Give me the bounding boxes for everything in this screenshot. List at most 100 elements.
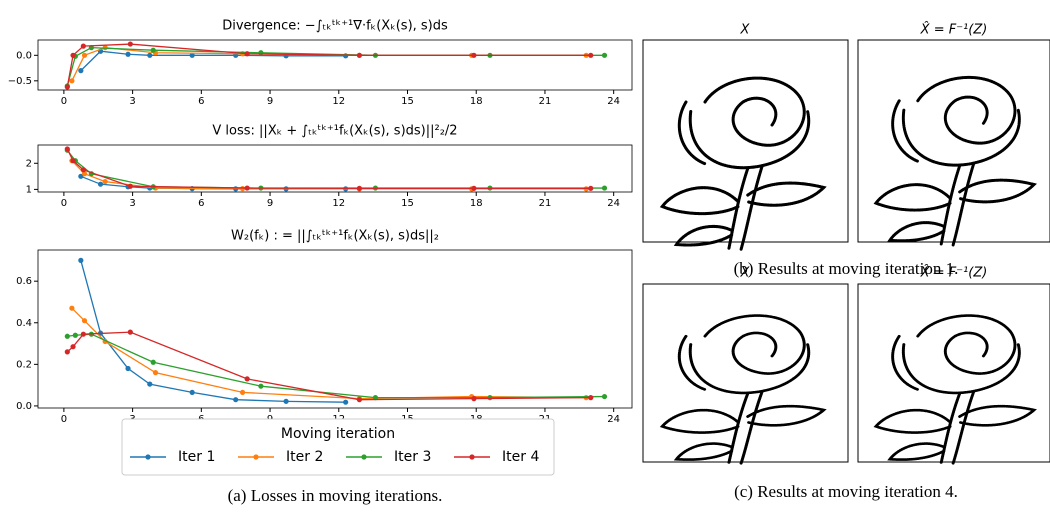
point <box>78 173 84 179</box>
point <box>64 333 70 339</box>
point <box>69 305 75 311</box>
point <box>81 318 88 324</box>
series-line <box>71 160 587 190</box>
panel-title: X <box>740 266 751 281</box>
image-frame <box>857 283 1050 463</box>
x-tick-label: 12 <box>332 96 345 107</box>
caption: (b) Results at moving iteration 1. <box>734 259 959 278</box>
point <box>343 399 349 405</box>
caption: (a) Losses in moving iterations. <box>228 486 443 505</box>
series-line <box>66 331 591 401</box>
legend-swatch <box>253 454 259 460</box>
point <box>72 332 78 338</box>
y-tick-label: 0.0 <box>16 50 32 61</box>
caption: (c) Results at moving iteration 4. <box>734 482 958 501</box>
point <box>588 52 594 58</box>
point <box>70 344 76 350</box>
x-tick-label: 15 <box>401 96 414 107</box>
x-tick-label: 0 <box>61 198 67 209</box>
x-tick-label: 9 <box>267 96 273 107</box>
series-line <box>66 46 605 87</box>
point <box>471 52 477 58</box>
point <box>64 349 70 355</box>
rose-image <box>874 314 1036 465</box>
x-tick-label: 9 <box>267 198 273 209</box>
x-tick-label: 6 <box>198 198 204 209</box>
point <box>80 167 86 173</box>
x-tick-label: 18 <box>470 198 483 209</box>
legend-box <box>121 418 555 476</box>
point <box>64 146 70 152</box>
point <box>244 185 250 191</box>
point <box>283 398 289 404</box>
x-tick-label: 18 <box>470 96 483 107</box>
chart-title: W₂(fₖ) : = ||∫ₜₖᵗᵏ⁺¹fₖ(Xₖ(s), s)ds||₂ <box>231 229 439 244</box>
point <box>471 185 477 191</box>
panel-title: X̂ = F⁻¹(Z) <box>920 265 988 280</box>
point <box>356 52 362 58</box>
point <box>150 359 156 365</box>
point <box>356 185 362 191</box>
legend: Moving iteration Iter 1 Iter 2 Iter 3 Iter 4 <box>121 418 555 476</box>
point <box>189 52 195 58</box>
x-tick-label: 21 <box>539 96 552 107</box>
point <box>127 329 133 335</box>
point <box>64 84 70 90</box>
image-frame <box>857 39 1050 243</box>
axes-frame <box>37 249 633 409</box>
point <box>78 257 84 263</box>
point <box>147 52 153 58</box>
x-tick-label: 0 <box>61 96 67 107</box>
y-tick-label: −0.5 <box>8 76 32 87</box>
x-tick-label: 0 <box>61 414 67 425</box>
point <box>102 178 108 185</box>
point <box>97 181 104 187</box>
series-line <box>80 50 346 72</box>
x-tick-label: 3 <box>129 198 135 209</box>
x-tick-label: 12 <box>332 198 345 209</box>
legend-title: Moving iteration <box>281 426 395 442</box>
point <box>601 393 608 400</box>
legend-label: Iter 2 <box>286 449 323 465</box>
point <box>125 51 131 57</box>
point <box>356 397 362 403</box>
point <box>471 396 477 402</box>
point <box>601 52 608 58</box>
series-line <box>71 46 587 82</box>
rose-image <box>660 76 826 251</box>
point <box>189 389 195 396</box>
series-line <box>67 333 605 399</box>
series-line <box>80 260 346 403</box>
panel-title: X <box>740 23 751 38</box>
point <box>258 383 264 389</box>
y-tick-label: 0.6 <box>16 276 32 287</box>
y-tick-label: 0.4 <box>16 318 32 329</box>
chart-title: Divergence: −∫ₜₖᵗᵏ⁺¹∇·fₖ(Xₖ(s), s)ds <box>222 19 448 34</box>
point <box>80 43 86 49</box>
rose-image <box>660 314 826 465</box>
x-tick-label: 15 <box>401 198 414 209</box>
legend-label: Iter 1 <box>178 449 215 465</box>
point <box>81 52 88 58</box>
point <box>78 68 84 74</box>
point <box>152 370 159 376</box>
point <box>81 171 88 177</box>
chart-title: V loss: ||Xₖ + ∫ₜₖᵗᵏ⁺¹fₖ(Xₖ(s), s)ds)||²… <box>212 124 457 139</box>
x-tick-label: 24 <box>607 96 620 107</box>
point <box>147 381 153 387</box>
y-tick-label: 2 <box>26 158 32 169</box>
legend-swatch <box>469 454 475 460</box>
panel-title: X̂ = F⁻¹(Z) <box>920 22 988 37</box>
point <box>244 376 250 382</box>
point <box>80 331 86 337</box>
y-tick-label: 0.2 <box>16 359 32 370</box>
point <box>150 47 156 53</box>
point <box>588 185 594 191</box>
axes-frame <box>37 39 633 91</box>
point <box>239 389 246 396</box>
series-line <box>71 307 587 400</box>
x-tick-label: 3 <box>129 96 135 107</box>
legend-swatch <box>145 454 151 460</box>
y-tick-label: 1 <box>26 184 32 195</box>
